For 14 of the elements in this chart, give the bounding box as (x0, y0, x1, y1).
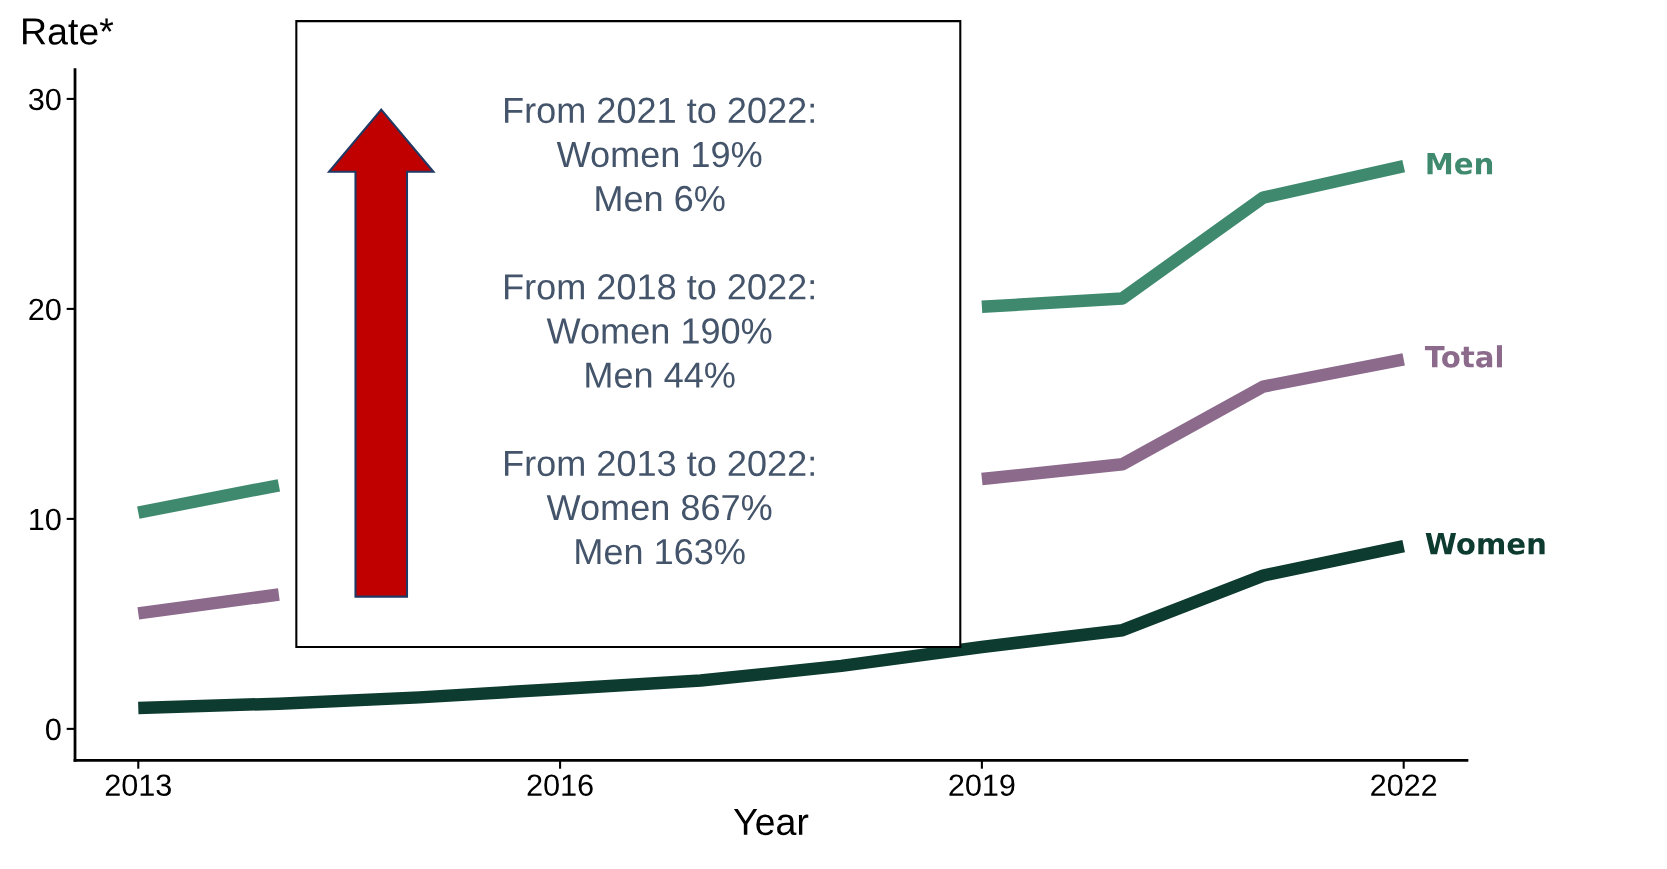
series-label: Women (1425, 532, 1545, 555)
text: From 2021 to 2022: Women 19% Men 6% From 2018 to 2022: Women 190% Men 44% From 2013 to 2022: Women 867% Men 163% (505, 97, 814, 565)
x-tick-label: 2019 (949, 774, 1015, 797)
x-tick-label: 2013 (105, 774, 171, 797)
y-tick-label: 20 (29, 298, 61, 321)
series-label: Men (1427, 152, 1493, 175)
y-tick-label: 30 (29, 88, 61, 111)
y-tick-label: 0 (46, 718, 61, 741)
y-tick-label: 10 (30, 508, 61, 531)
y-axis-title: Rate* (23, 18, 114, 45)
x-axis-title: Year (733, 808, 809, 836)
x-tick-label: 2022 (1371, 774, 1437, 797)
x-tick-label: 2016 (527, 774, 593, 797)
series-label: Total (1424, 345, 1503, 368)
